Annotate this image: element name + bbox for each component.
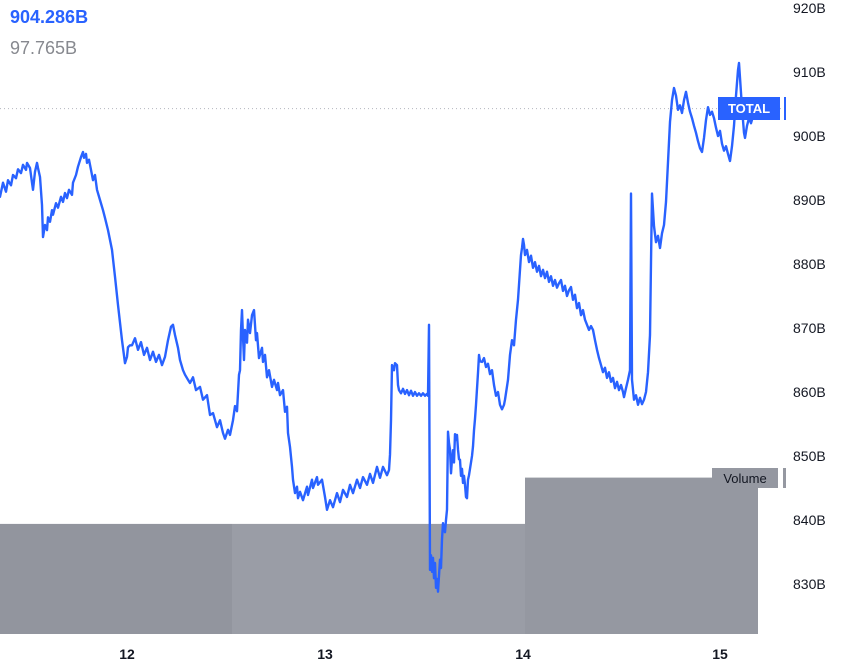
volume-badge-row: Volume 97.765B <box>0 468 864 491</box>
y-axis-tick: 870B <box>793 320 826 336</box>
volume-bar <box>525 477 758 634</box>
y-axis-tick: 840B <box>793 512 826 528</box>
price-badge-row: TOTAL 904.286B <box>0 97 864 120</box>
volume-badge: Volume <box>712 468 778 488</box>
y-axis-tick: 860B <box>793 384 826 400</box>
y-axis-tick: 880B <box>793 256 826 272</box>
y-axis-tick: 850B <box>793 448 826 464</box>
symbol-badge: TOTAL <box>718 97 780 120</box>
y-axis-tick: 920B <box>793 0 826 16</box>
price-line <box>0 61 759 593</box>
volume-badge-label: Volume <box>723 470 767 486</box>
legend-volume-value: 97.765B <box>10 38 78 58</box>
x-axis-tick: 12 <box>119 646 135 662</box>
x-axis-tick: 14 <box>515 646 531 662</box>
y-axis-tick: 910B <box>793 64 826 80</box>
time-axis[interactable]: 12 13 14 15 <box>0 641 864 665</box>
volume-bar <box>232 523 525 634</box>
y-axis-tick: 830B <box>793 576 826 592</box>
chart-legend: 904.286B 97.765B <box>10 8 88 57</box>
x-axis-tick: 15 <box>712 646 728 662</box>
price-axis[interactable]: 920B 910B 900B 890B 880B 870B 860B 850B 840B 830B <box>786 0 864 641</box>
legend-price-value: 904.286B <box>10 7 89 27</box>
symbol-badge-label: TOTAL <box>727 101 771 116</box>
x-axis-tick: 13 <box>317 646 333 662</box>
y-axis-tick: 890B <box>793 192 826 208</box>
y-axis-tick: 900B <box>793 128 826 144</box>
volume-bar <box>0 523 232 634</box>
